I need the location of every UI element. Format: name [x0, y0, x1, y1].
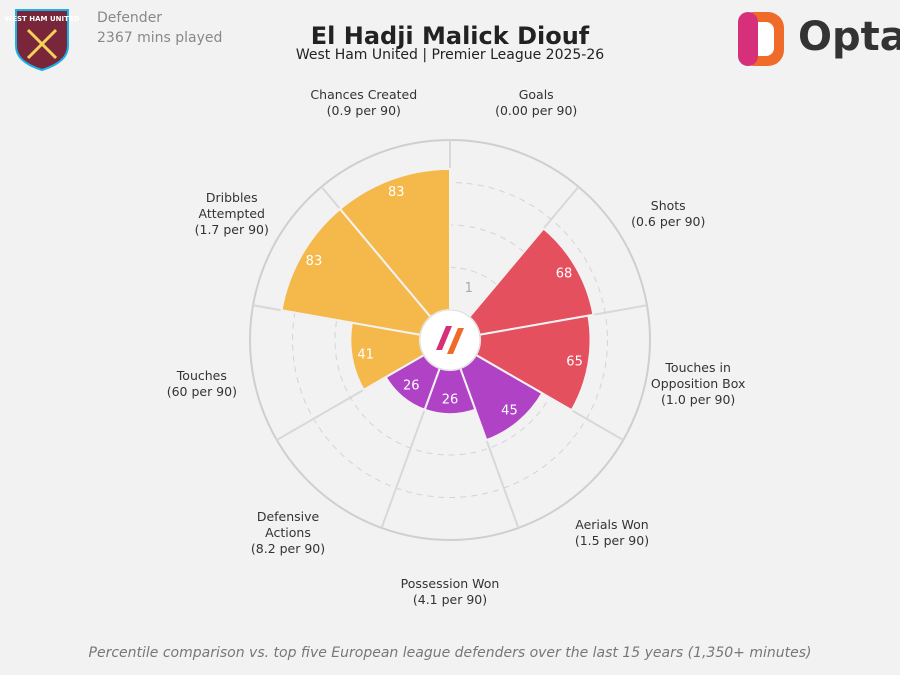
category-label: Dribbles Attempted [198, 190, 265, 221]
club-crest: WEST HAM UNITED [5, 9, 80, 72]
category-label-group: Dribbles Attempted (1.7 per 90) [195, 190, 269, 238]
category-label-group: Goals (0.00 per 90) [495, 87, 577, 119]
chart-title: El Hadji Malick Diouf [310, 22, 590, 50]
hub [419, 309, 481, 371]
category-label-group: Touches (60 per 90) [167, 368, 237, 400]
category-label: Shots [650, 198, 686, 213]
player-position: Defender [97, 10, 163, 26]
hub-mark [436, 326, 452, 350]
stat-label: (1.0 per 90) [661, 391, 736, 407]
chart-subtitle: West Ham United | Premier League 2025-26 [295, 47, 605, 63]
value-label: 83 [388, 185, 405, 200]
category-label: Touches in Opposition Box [650, 359, 746, 391]
footnote: Percentile comparison vs. top five Europ… [88, 645, 812, 661]
category-label: Touches [176, 367, 227, 383]
category-label-group: Possession Won (4.1 per 90) [401, 576, 500, 608]
category-label-group: Defensive Actions (8.2 per 90) [251, 509, 325, 557]
category-label: Aerials Won [575, 517, 649, 533]
category-label: Chances Created [310, 87, 418, 103]
value-label: 45 [501, 403, 518, 418]
brand-logo [738, 12, 784, 66]
stat-label: (4.1 per 90) [412, 592, 488, 607]
category-label-group: Shots (0.6 per 90) [631, 198, 705, 230]
value-label: 26 [442, 393, 459, 408]
category-label-group: Aerials Won (1.5 per 90) [575, 517, 649, 549]
value-label: 26 [403, 379, 420, 394]
category-label-group: Chances Created (0.9 per 90) [310, 87, 417, 119]
brand-name: Opta [798, 14, 900, 60]
stat-label: (0.9 per 90) [326, 103, 401, 119]
hub-mark [447, 328, 464, 354]
category-label-group: Touches in Opposition Box (1.0 per 90) [651, 360, 746, 408]
value-label: 65 [566, 354, 583, 369]
hub-logo [419, 309, 481, 371]
value-label: 41 [357, 347, 374, 362]
value-label: 1 [465, 281, 473, 296]
stat-label: (0.00 per 90) [495, 103, 578, 119]
stat-label: (8.2 per 90) [250, 541, 326, 557]
stat-label: (1.5 per 90) [574, 533, 650, 549]
category-label: Possession Won [400, 576, 500, 591]
stat-label: (1.7 per 90) [194, 222, 269, 237]
stat-label: (0.6 per 90) [631, 214, 706, 229]
category-label: Goals [518, 87, 554, 103]
category-label: Defensive Actions [256, 509, 320, 541]
player-minutes: 2367 mins played [97, 30, 223, 46]
value-label: 68 [556, 267, 573, 282]
stat-label: (60 per 90) [166, 383, 237, 399]
value-label: 83 [306, 254, 323, 269]
club-name: WEST HAM UNITED [5, 15, 80, 23]
